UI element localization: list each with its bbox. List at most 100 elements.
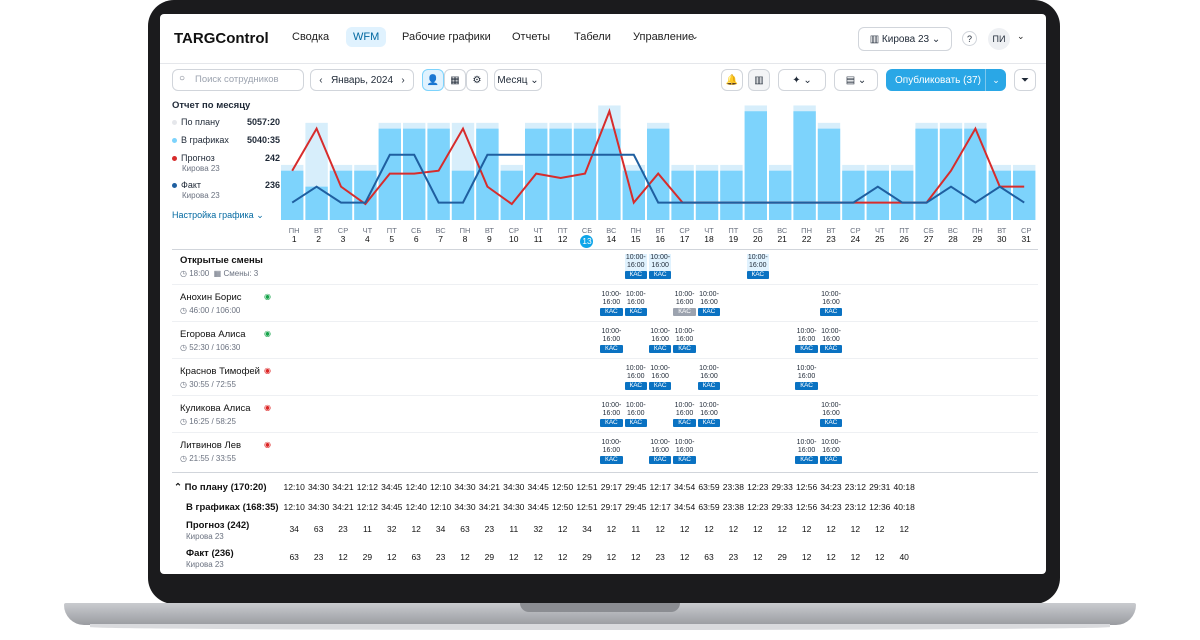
nav-wfm[interactable]: WFM bbox=[346, 27, 387, 47]
shift-cell[interactable]: 10:00- 16:00 КАС bbox=[649, 328, 672, 353]
shift-cell[interactable]: 10:00- 16:00 КАС bbox=[624, 402, 647, 427]
shift-cell[interactable]: 10:00- 16:00 КАС bbox=[795, 439, 818, 464]
employee-name[interactable]: Куликова Алиса bbox=[180, 403, 251, 414]
day-header-13[interactable]: СБ 13 bbox=[575, 226, 599, 248]
shift-cell[interactable]: 10:00- 16:00 КАС bbox=[649, 439, 672, 464]
day-header-24[interactable]: СР 24 bbox=[843, 226, 867, 244]
shift-cell[interactable]: 10:00- 16:00 КАС bbox=[697, 365, 721, 390]
shift-cell[interactable]: 10:00- 16:00 КАС bbox=[819, 291, 843, 316]
period-picker[interactable]: ‹ Январь, 2024 › bbox=[310, 69, 414, 91]
day-number: 8 bbox=[462, 234, 468, 244]
employee-name[interactable]: Егорова Алиса bbox=[180, 329, 246, 340]
weekday-label: ПН bbox=[630, 226, 642, 235]
shift-cell[interactable]: 10:00- 16:00 КАС bbox=[624, 291, 647, 316]
day-header-31[interactable]: СР 31 bbox=[1014, 226, 1038, 244]
shift-cell[interactable]: 10:00- 16:00 КАС bbox=[600, 291, 623, 316]
shift-cell[interactable]: 10:00- 16:00 КАС bbox=[819, 328, 843, 353]
search-input[interactable]: Поиск сотрудников bbox=[172, 69, 304, 91]
chevron-down-icon[interactable]: ⌄ bbox=[691, 31, 699, 41]
day-number: 16 bbox=[655, 234, 665, 244]
publish-button[interactable]: Опубликовать (37) bbox=[886, 69, 1006, 91]
day-header-28[interactable]: ВС 28 bbox=[941, 226, 965, 244]
day-header-5[interactable]: ПТ 5 bbox=[380, 226, 404, 244]
eye-icon[interactable]: ◉ bbox=[264, 292, 271, 301]
eye-off-icon[interactable]: ◉ bbox=[264, 440, 271, 449]
shift-cell[interactable]: 10:00- 16:00 КАС bbox=[600, 328, 623, 353]
bell-icon[interactable]: 🔔 bbox=[721, 69, 743, 91]
nav-summary[interactable]: Сводка bbox=[292, 31, 330, 43]
day-header-26[interactable]: ПТ 26 bbox=[892, 226, 916, 244]
shift-cell[interactable]: 10:00- 16:00 КАС bbox=[600, 402, 623, 427]
shift-cell[interactable]: 10:00- 16:00 КАС bbox=[673, 328, 696, 353]
day-header-14[interactable]: ВС 14 bbox=[599, 226, 623, 244]
eye-off-icon[interactable]: ◉ bbox=[264, 403, 271, 412]
shift-cell[interactable]: 10:00- 16:00 КАС bbox=[697, 291, 721, 316]
shift-cell[interactable]: 10:00- 16:00 КАС bbox=[697, 402, 721, 427]
chart-settings-link[interactable]: Настройка графика ⌄ bbox=[172, 210, 264, 220]
day-header-10[interactable]: СР 10 bbox=[502, 226, 526, 244]
day-header-25[interactable]: ЧТ 25 bbox=[868, 226, 892, 244]
day-header-9[interactable]: ВТ 9 bbox=[477, 226, 501, 244]
help-icon[interactable]: ? bbox=[962, 31, 977, 46]
chevron-left-icon[interactable]: ‹ bbox=[319, 74, 331, 86]
day-header-15[interactable]: ПН 15 bbox=[624, 226, 648, 244]
day-header-19[interactable]: ПТ 19 bbox=[721, 226, 745, 244]
day-header-20[interactable]: СБ 20 bbox=[746, 226, 770, 244]
nav-timesheets[interactable]: Табели bbox=[574, 31, 611, 43]
shift-cell[interactable]: 10:00- 16:00 КАС bbox=[673, 291, 696, 316]
chevron-down-icon[interactable]: ⌄ bbox=[1017, 31, 1025, 41]
avatar[interactable]: ПИ bbox=[988, 28, 1010, 50]
day-header-7[interactable]: ВС 7 bbox=[428, 226, 452, 244]
shift-cell[interactable]: 10:00- 16:00 КАС bbox=[673, 439, 696, 464]
open-shift-cell[interactable]: 10:00- 16:00 КАС bbox=[649, 254, 672, 279]
day-header-29[interactable]: ПН 29 bbox=[965, 226, 989, 244]
nav-schedules[interactable]: Рабочие графики bbox=[402, 31, 491, 43]
eye-off-icon[interactable]: ◉ bbox=[264, 366, 271, 375]
shift-cell[interactable]: 10:00- 16:00 КАС bbox=[673, 402, 696, 427]
plan-summary-toggle[interactable]: ⌃ По плану (170:20) bbox=[174, 482, 267, 493]
employee-name[interactable]: Литвинов Лев bbox=[180, 440, 242, 451]
chevron-right-icon[interactable]: › bbox=[393, 74, 405, 86]
employees-view-icon[interactable]: 👤 bbox=[422, 69, 444, 91]
user-settings-icon[interactable]: ⚙ bbox=[466, 69, 488, 91]
day-header-22[interactable]: ПН 22 bbox=[794, 226, 818, 244]
employee-name[interactable]: Анохин Борис bbox=[180, 292, 242, 303]
nav-management[interactable]: Управление bbox=[633, 31, 695, 43]
employee-name[interactable]: Краснов Тимофей bbox=[180, 366, 260, 377]
day-header-18[interactable]: ЧТ 18 bbox=[697, 226, 721, 244]
day-header-17[interactable]: СР 17 bbox=[672, 226, 696, 244]
filter-icon[interactable]: ⏷ bbox=[1014, 69, 1036, 91]
open-shift-cell[interactable]: 10:00- 16:00 КАС bbox=[746, 254, 769, 279]
shift-cell[interactable]: 10:00- 16:00 КАС bbox=[795, 328, 818, 353]
day-header-6[interactable]: СБ 6 bbox=[404, 226, 428, 244]
shift-cell[interactable]: 10:00- 16:00 КАС bbox=[649, 365, 672, 390]
day-header-12[interactable]: ПТ 12 bbox=[550, 226, 574, 244]
view-select[interactable]: Месяц ⌄ bbox=[494, 69, 542, 91]
shift-cell[interactable]: 10:00- 16:00 КАС bbox=[795, 365, 818, 390]
building-view-icon[interactable]: ▦ bbox=[444, 69, 466, 91]
shift-cell[interactable]: 10:00- 16:00 КАС bbox=[819, 402, 843, 427]
chart-toggle-icon[interactable]: ▥ bbox=[748, 69, 770, 91]
day-header-3[interactable]: СР 3 bbox=[331, 226, 355, 244]
weekday-label: ПТ bbox=[728, 226, 739, 235]
day-header-30[interactable]: ВТ 30 bbox=[990, 226, 1014, 244]
store-selector[interactable]: ▥ Кирова 23 ⌄ bbox=[858, 27, 952, 51]
eye-icon[interactable]: ◉ bbox=[264, 329, 271, 338]
day-header-27[interactable]: СБ 27 bbox=[916, 226, 940, 244]
day-header-2[interactable]: ВТ 2 bbox=[306, 226, 330, 244]
day-header-1[interactable]: ПН 1 bbox=[282, 226, 306, 244]
day-header-8[interactable]: ПН 8 bbox=[453, 226, 477, 244]
day-header-16[interactable]: ВТ 16 bbox=[648, 226, 672, 244]
day-header-4[interactable]: ЧТ 4 bbox=[355, 226, 379, 244]
chevron-down-icon[interactable]: ⌄ bbox=[985, 69, 1006, 91]
calendar-icon[interactable]: ▤ ⌄ bbox=[834, 69, 878, 91]
shift-cell[interactable]: 10:00- 16:00 КАС bbox=[624, 365, 647, 390]
nav-reports[interactable]: Отчеты bbox=[512, 31, 551, 43]
open-shift-cell[interactable]: 10:00- 16:00 КАС bbox=[624, 254, 647, 279]
day-header-23[interactable]: ВТ 23 bbox=[819, 226, 843, 244]
day-header-21[interactable]: ВС 21 bbox=[770, 226, 794, 244]
shift-cell[interactable]: 10:00- 16:00 КАС bbox=[819, 439, 843, 464]
day-header-11[interactable]: ЧТ 11 bbox=[526, 226, 550, 244]
shift-cell[interactable]: 10:00- 16:00 КАС bbox=[600, 439, 623, 464]
magic-wand-icon[interactable]: ✦ ⌄ bbox=[778, 69, 826, 91]
